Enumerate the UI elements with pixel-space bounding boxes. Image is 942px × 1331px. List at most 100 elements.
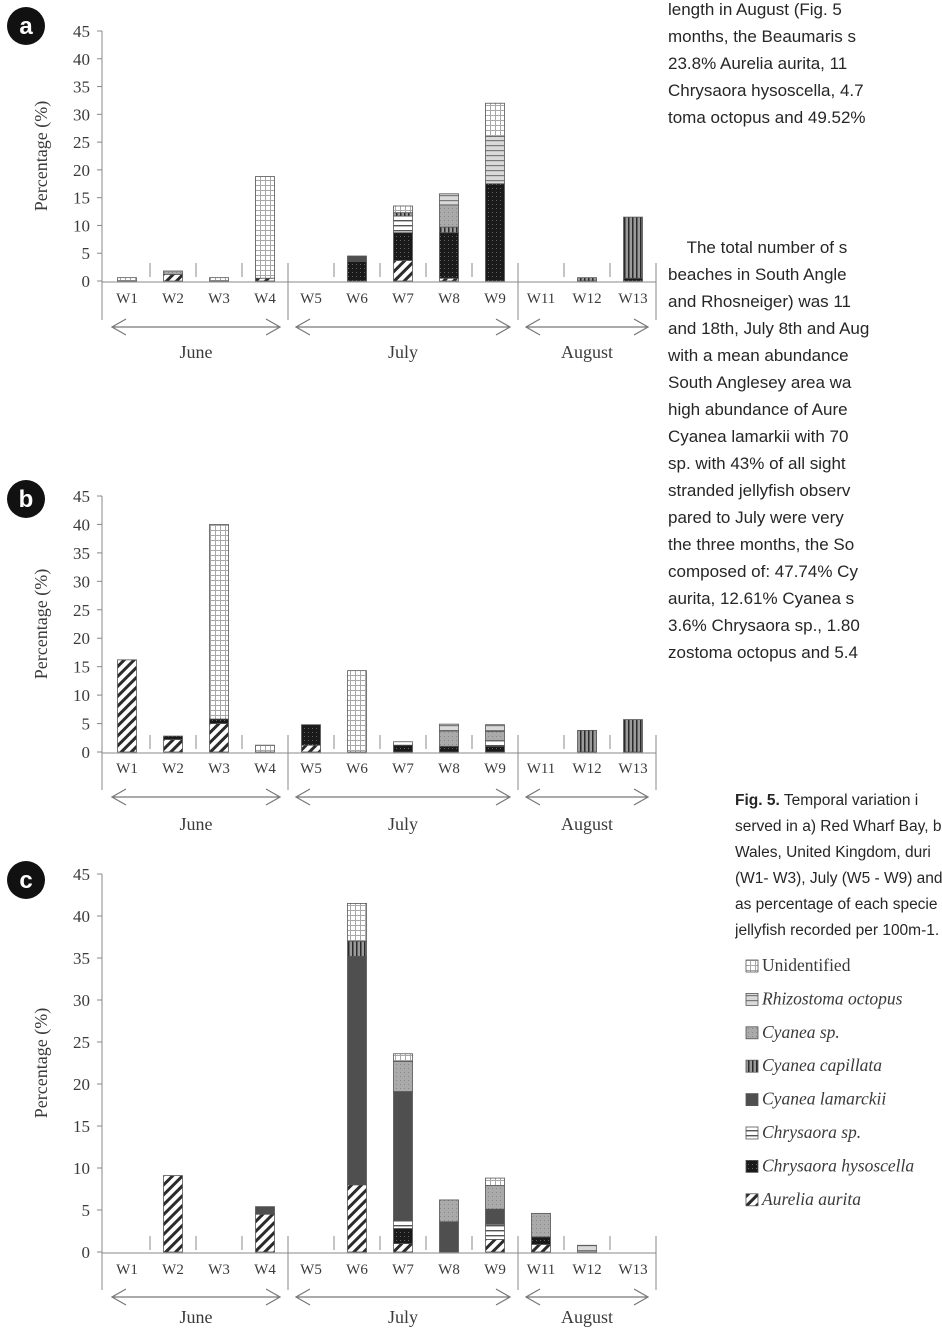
text-line: toma octopus and 49.52% (668, 108, 866, 127)
text-line: Cyanea lamarkii with 70 (668, 427, 849, 446)
x-tick-label: W4 (254, 291, 276, 307)
bar-segment (577, 277, 597, 282)
group-label: June (180, 1307, 213, 1327)
bar-segment (163, 270, 183, 275)
y-tick-label: 25 (73, 133, 90, 152)
y-tick-label: 25 (73, 601, 90, 620)
y-tick-label: 5 (82, 715, 91, 734)
x-tick-label: W5 (300, 1262, 322, 1278)
bar-segment (301, 744, 321, 753)
bar-segment (209, 277, 229, 282)
text-line: composed of: 47.74% Cy (668, 562, 858, 581)
text-line: stranded jellyfish observ (668, 481, 851, 500)
text-line: sp. with 43% of all sight (668, 454, 846, 473)
y-tick-label: 35 (73, 78, 90, 97)
text-line: 3.6% Chrysaora sp., 1.80 (668, 616, 860, 635)
legend-entry: Aurelia aurita (761, 1189, 861, 1209)
legend-swatch (745, 993, 759, 1006)
y-tick-label: 0 (82, 272, 91, 291)
bar-segment (393, 741, 413, 746)
x-tick-label: W6 (346, 1262, 368, 1278)
x-tick-label: W13 (618, 291, 647, 307)
bar-segment (485, 1239, 505, 1253)
bar-segment (347, 261, 367, 282)
y-tick-label: 30 (73, 991, 90, 1010)
legend-swatch (745, 1026, 759, 1040)
body-text-top: length in August (Fig. 5 months, the Bea… (668, 0, 942, 131)
bar-segment (439, 723, 459, 732)
x-tick-label: W8 (438, 1262, 460, 1278)
panel-letter-badge (7, 861, 45, 899)
panel-letter-badge (7, 480, 45, 518)
bar-segment (577, 1244, 597, 1253)
group-arrow (294, 318, 512, 336)
y-tick-label: 10 (73, 1159, 90, 1178)
group-arrow (294, 788, 512, 806)
x-tick-label: W11 (527, 291, 556, 307)
body-text-paragraph: The total number of s beaches in South A… (668, 234, 942, 666)
bar-segment (393, 215, 413, 234)
caption-line: Fig. 5. Temporal variation i (735, 788, 942, 814)
bar-segment (531, 1236, 551, 1245)
bar-segment (485, 1223, 505, 1240)
bar-segment (255, 1213, 275, 1253)
x-tick-label: W11 (527, 761, 556, 777)
text-line: pared to July were very (668, 508, 844, 527)
x-tick-label: W12 (572, 1262, 601, 1278)
bar-segment (439, 1221, 459, 1253)
bar-segment (163, 1175, 183, 1253)
bar-segment (623, 277, 643, 282)
bar-segment (485, 102, 505, 137)
text-line: Chrysaora hysoscella, 4.7 (668, 81, 864, 100)
text-line: months, the Beaumaris s (668, 27, 857, 46)
x-tick-label: W9 (484, 291, 506, 307)
y-tick-label: 35 (73, 949, 90, 968)
legend-entry: Unidentified (762, 955, 851, 975)
y-tick-label: 0 (82, 1243, 91, 1262)
bar-segment (531, 1244, 551, 1253)
bar-segment (439, 232, 459, 279)
bar-segment (117, 659, 137, 753)
group-arrow (294, 1288, 512, 1306)
x-tick-label: W4 (254, 761, 276, 777)
x-tick-label: W12 (572, 291, 601, 307)
bar-segment (209, 718, 229, 724)
bar-segment (531, 1212, 551, 1238)
x-tick-label: W2 (162, 291, 184, 307)
group-label: July (388, 814, 418, 834)
bar-segment (393, 232, 413, 261)
text-line: zostoma octopus and 5.4 (668, 643, 858, 662)
panel-letter: b (19, 486, 34, 513)
group-arrow (110, 788, 282, 806)
y-tick-label: 5 (82, 244, 91, 263)
group-arrow (524, 318, 650, 336)
y-tick-label: 30 (73, 105, 90, 124)
caption-fig-label: Fig. 5. (735, 792, 780, 809)
bar-segment (393, 205, 413, 214)
text-line: high abundance of Aure (668, 400, 848, 419)
bar-segment (485, 183, 505, 282)
text-line: 23.8% Aurelia aurita, 11 (668, 54, 848, 73)
x-tick-label: W5 (300, 761, 322, 777)
y-axis-label: Percentage (%) (31, 569, 52, 679)
bar-segment (439, 193, 459, 206)
group-arrow (524, 1288, 650, 1306)
bar-segment (163, 735, 183, 740)
legend-swatch (745, 1059, 759, 1073)
y-tick-label: 20 (73, 629, 90, 648)
bar-segment (393, 1053, 413, 1062)
group-label: June (180, 814, 213, 834)
panel-letter: c (19, 867, 32, 894)
x-tick-label: W1 (116, 761, 138, 777)
x-tick-label: W11 (527, 1262, 556, 1278)
x-tick-label: W7 (392, 1262, 414, 1278)
chart-legend: Unidentified Rhizostoma octopus Cyanea sp.… (745, 955, 914, 1209)
bar-segment (209, 524, 229, 720)
x-tick-label: W2 (162, 761, 184, 777)
legend-swatch (745, 1193, 759, 1207)
y-tick-label: 0 (82, 743, 91, 762)
legend-entry: Chrysaora hysoscella (762, 1155, 914, 1175)
y-tick-label: 40 (73, 515, 90, 534)
bar-segment (255, 744, 275, 753)
bar-segment (439, 277, 459, 282)
